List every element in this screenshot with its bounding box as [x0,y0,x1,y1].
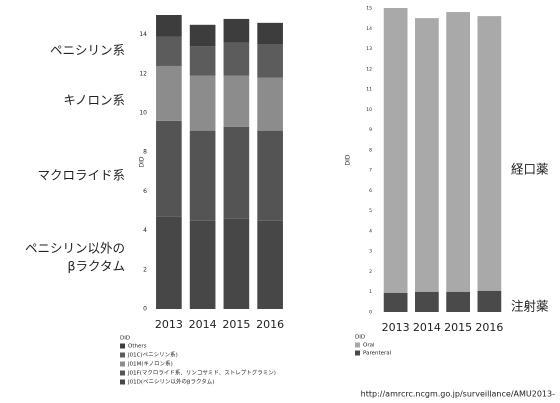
y-tick-label: 8 [143,149,147,156]
x-tick-label: 2013 [155,318,183,331]
x-tick-label: 2014 [189,318,217,331]
y-tick-label: 5 [369,208,372,214]
y-tick-label: 0 [369,310,372,316]
bar-segment [156,15,182,37]
source-url: http://amrcrc.ncgm.go.jp/surveillance/AM… [361,390,555,399]
bar-segment [156,120,182,217]
annotation: キノロン系 [63,93,125,108]
bar-segment [257,22,283,45]
legend-label: Parenteral [363,351,392,357]
legend-swatch [355,342,360,348]
bar-segment [477,16,502,291]
legend-swatch [120,379,125,385]
bar-segment [156,36,182,66]
y-axis-label: DID [345,154,352,165]
bar-segment [415,18,439,292]
bar-segment [156,65,182,121]
y-tick-label: 6 [369,188,372,194]
bar-segment [257,130,283,221]
bar-segment [156,216,182,309]
legend-label: Oral [363,343,375,349]
y-tick-label: 4 [369,228,372,234]
annotation: ペニシリン系 [50,43,125,58]
legend-title: DID [120,336,130,342]
legend-label: J01D(ペニシリン以外のβラクタム) [127,378,214,386]
legend-label: Others [128,344,147,350]
y-axis-label: DID [139,156,146,167]
y-tick-label: 10 [366,107,372,113]
y-tick-label: 7 [369,168,372,174]
bar-segment [383,292,408,312]
bar-segment [223,218,250,309]
bar-segment [383,8,408,293]
legend-label: J01M(キノロン系) [127,360,173,368]
y-tick-label: 8 [369,147,372,153]
annotation: マクロライド系 [37,168,125,183]
legend-swatch [120,343,125,349]
y-tick-label: 4 [143,227,147,234]
annotation: 注射薬 [511,299,549,314]
y-tick-label: 12 [139,70,147,77]
bar-segment [257,77,283,131]
bar-segment [223,75,250,127]
y-tick-label: 2 [369,269,372,275]
bar-segment [189,46,216,76]
bar-segment [189,24,216,47]
x-tick-label: 2016 [256,318,284,331]
y-tick-label: 11 [366,87,372,93]
x-tick-label: 2013 [382,321,410,334]
x-tick-label: 2015 [222,318,250,331]
bar-segment [446,291,470,312]
y-tick-label: 14 [366,26,372,32]
y-tick-label: 2 [143,266,147,273]
bar-segment [223,126,250,219]
legend-swatch [120,370,125,376]
y-tick-label: 10 [139,110,147,117]
y-tick-label: 13 [366,46,372,52]
annotation: 経口薬 [511,162,549,177]
y-tick-label: 15 [366,6,372,12]
bar-segment [189,75,216,131]
bar-segment [223,18,250,43]
x-tick-label: 2014 [413,321,441,334]
y-tick-label: 3 [369,249,372,255]
x-tick-label: 2015 [444,321,472,334]
y-tick-label: 1 [369,289,372,295]
annotation: βラクタム [68,259,125,274]
bar-segment [257,44,283,78]
y-tick-label: 9 [369,127,372,133]
bar-segment [477,290,502,312]
bar-segment [189,220,216,309]
bar-segment [189,130,216,221]
y-tick-label: 6 [143,188,147,195]
bar-segment [446,12,470,292]
legend-swatch [120,352,125,358]
bar-segment [257,220,283,309]
legend-swatch [355,350,360,356]
legend-label: J01C(ペニシリン系) [127,351,178,359]
bar-segment [223,42,250,76]
annotation: ペニシリン以外の [25,241,125,256]
legend-title: DID [355,335,365,341]
y-tick-label: 12 [366,66,372,72]
y-tick-label: 14 [139,31,147,38]
x-tick-label: 2016 [475,321,503,334]
y-tick-label: 0 [143,306,147,313]
legend-swatch [120,361,125,367]
legend-label: J01F(マクロライド系、リンコサミド、ストレプトグラミン) [127,369,276,377]
bar-segment [415,291,439,312]
